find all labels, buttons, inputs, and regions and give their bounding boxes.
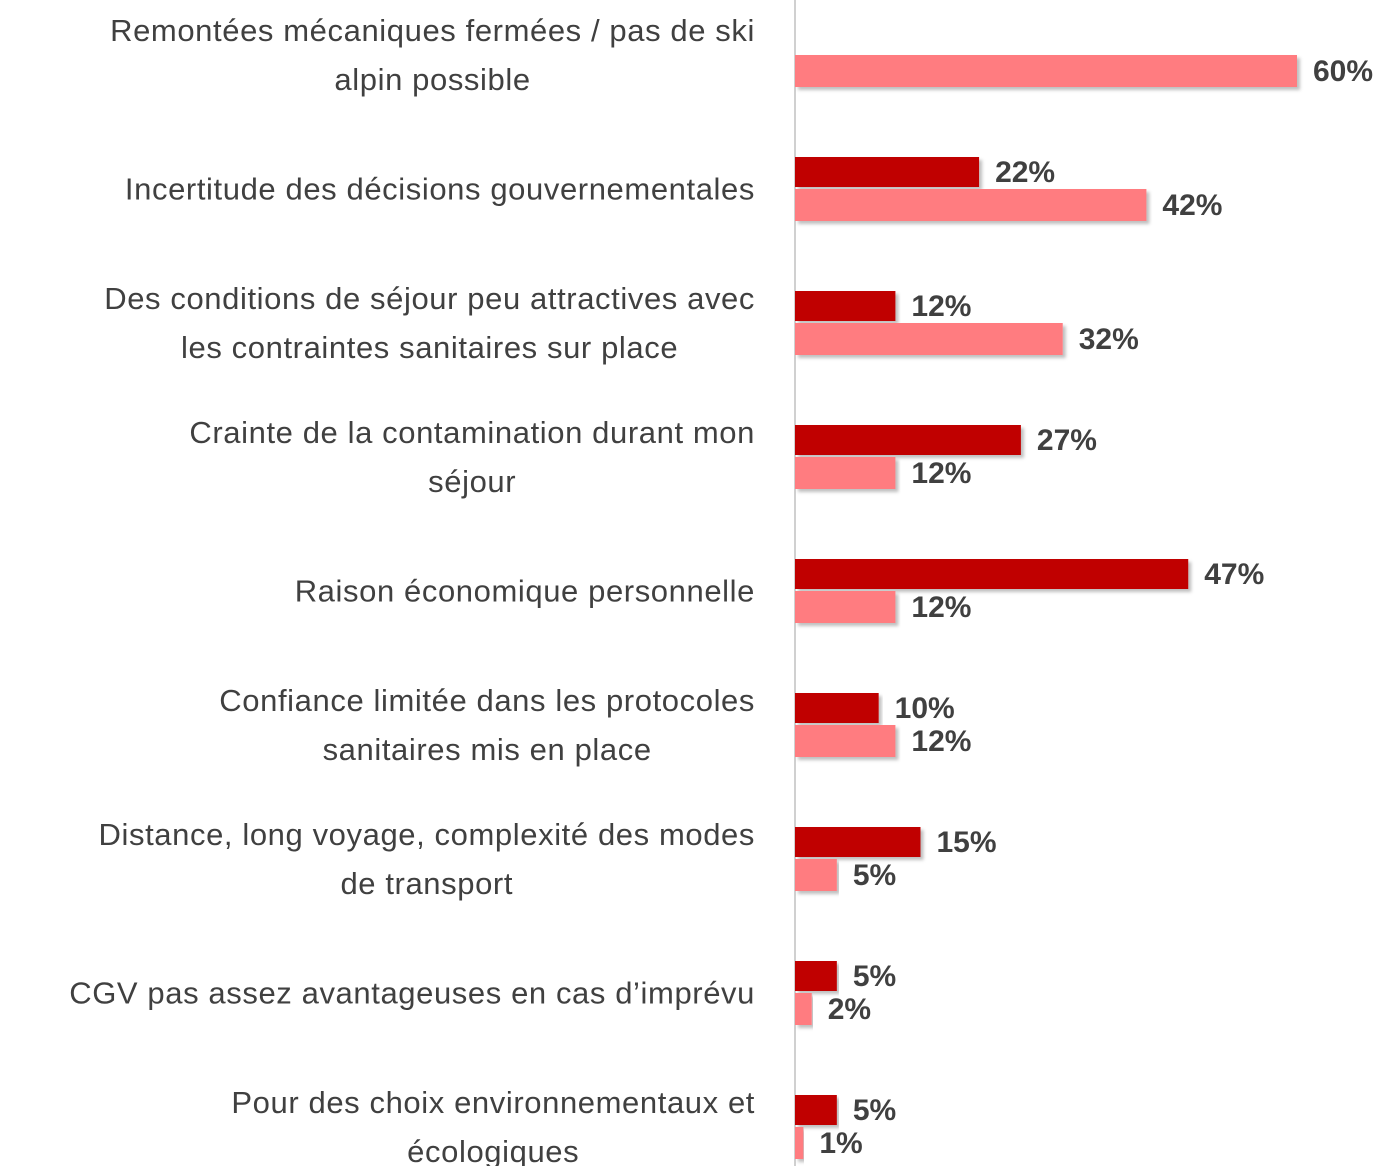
category-label: Raison économique personnelle [294, 573, 755, 609]
value-label: 22% [995, 156, 1055, 189]
category-label: Pour des choix environnementaux et écolo… [231, 1085, 755, 1166]
value-label: 27% [1037, 424, 1097, 457]
bar [795, 693, 879, 723]
value-label: 10% [895, 692, 955, 725]
bar [795, 1127, 804, 1159]
category-label: Distance, long voyage, complexité des mo… [98, 817, 755, 901]
bar [795, 559, 1189, 589]
category-label: Crainte de la contamination durant mon s… [189, 415, 755, 499]
value-label: 5% [853, 859, 896, 892]
value-label: 2% [828, 993, 871, 1026]
value-label: 12% [911, 591, 971, 624]
value-label: 12% [911, 290, 971, 323]
value-label: 15% [937, 826, 997, 859]
value-label: 5% [853, 960, 896, 993]
value-label: 32% [1079, 323, 1139, 356]
bar [795, 323, 1063, 355]
bar [795, 591, 896, 623]
bar [795, 993, 812, 1025]
value-label: 12% [911, 725, 971, 758]
value-label: 1% [819, 1127, 862, 1160]
bar [795, 55, 1297, 87]
value-label: 47% [1204, 558, 1264, 591]
value-label: 5% [853, 1094, 896, 1127]
bar [795, 827, 921, 857]
bar [795, 961, 837, 991]
bar [795, 1095, 837, 1125]
category-label: Confiance limitée dans les protocoles sa… [219, 683, 755, 767]
category-label: CGV pas assez avantageuses en cas d’impr… [69, 975, 755, 1011]
bar [795, 157, 980, 187]
bar [795, 425, 1021, 455]
bar [795, 725, 896, 757]
value-label: 42% [1162, 189, 1222, 222]
category-label: Des conditions de séjour peu attractives… [104, 281, 755, 365]
bar [795, 291, 896, 321]
bar [795, 189, 1147, 221]
category-label: Remontées mécaniques fermées / pas de sk… [110, 13, 755, 97]
bar [795, 457, 896, 489]
bar [795, 859, 837, 891]
category-label: Incertitude des décisions gouvernemental… [124, 171, 755, 207]
value-label: 12% [911, 457, 971, 490]
value-label: 60% [1313, 55, 1373, 88]
